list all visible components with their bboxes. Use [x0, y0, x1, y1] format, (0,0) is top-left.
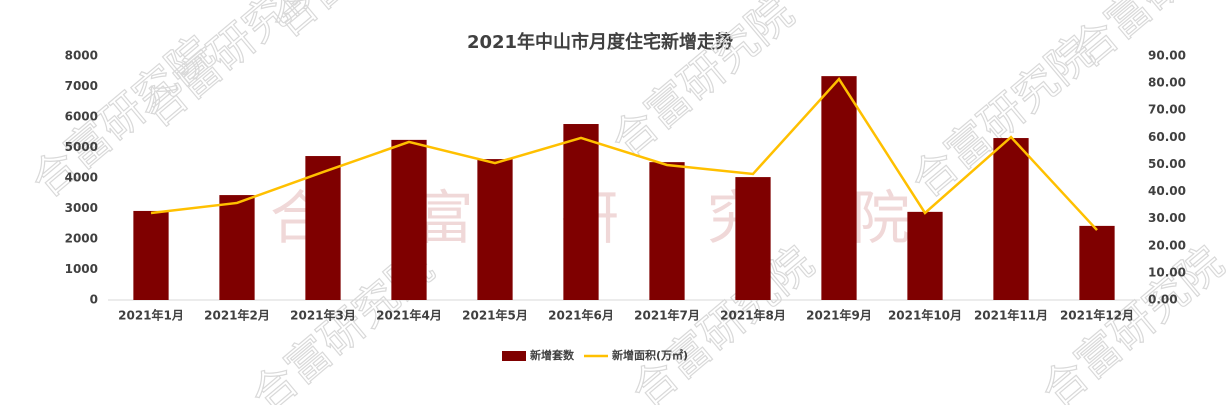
- y2-tick-label: 10.00: [1148, 265, 1186, 279]
- x-tick-label: 2021年9月: [806, 308, 872, 323]
- line: [150, 76, 1098, 231]
- bar: [477, 159, 513, 300]
- x-tick-label: 2021年4月: [376, 308, 442, 323]
- watermark: 合富研究院: [1062, 0, 1230, 78]
- watermark: 合富研究院: [602, 0, 803, 168]
- x-tick-label: 2021年8月: [720, 308, 786, 323]
- y2-tick-label: 40.00: [1148, 184, 1186, 198]
- y-tick-label: 1000: [65, 262, 98, 276]
- y2-tick-label: 50.00: [1148, 157, 1186, 171]
- y-tick-label: 5000: [65, 140, 98, 154]
- bar: [563, 124, 599, 300]
- y-tick-label: 8000: [65, 49, 98, 63]
- y2-tick-label: 30.00: [1148, 211, 1186, 225]
- y-tick-label: 3000: [65, 201, 98, 215]
- y-tick-label: 6000: [65, 110, 98, 124]
- x-tick-label: 2021年3月: [290, 308, 356, 323]
- y2-tick-label: 60.00: [1148, 130, 1186, 144]
- y-tick-label: 2000: [65, 232, 98, 246]
- bar: [907, 211, 943, 300]
- x-tick-label: 2021年5月: [462, 308, 528, 323]
- legend-label: 新增面积(万㎡): [612, 348, 688, 362]
- legend-swatch: [502, 351, 526, 361]
- x-tick-label: 2021年7月: [634, 308, 700, 323]
- y2-tick-label: 90.00: [1148, 49, 1186, 63]
- x-tick-label: 2021年2月: [204, 308, 270, 323]
- bar: [305, 156, 341, 300]
- bar: [391, 139, 427, 300]
- bar: [821, 76, 857, 300]
- x-tick-label: 2021年11月: [974, 308, 1048, 323]
- x-tick-label: 2021年1月: [118, 308, 184, 323]
- bar: [735, 177, 771, 300]
- bar: [993, 138, 1029, 300]
- bar: [219, 195, 255, 300]
- x-tick-label: 2021年10月: [888, 308, 962, 323]
- legend-label: 新增套数: [530, 348, 575, 362]
- x-tick-label: 2021年6月: [548, 308, 614, 323]
- bar: [649, 162, 685, 300]
- y2-tick-label: 0.00: [1148, 293, 1178, 307]
- watermark: 合富研究院: [262, 0, 463, 48]
- y2-tick-label: 70.00: [1148, 103, 1186, 117]
- y-tick-label: 0: [90, 293, 98, 307]
- x-tick-label: 2021年12月: [1060, 308, 1134, 323]
- y2-tick-label: 20.00: [1148, 238, 1186, 252]
- bar: [1079, 225, 1115, 300]
- y-tick-label: 4000: [65, 171, 98, 185]
- y2-tick-label: 80.00: [1148, 76, 1186, 90]
- y-tick-label: 7000: [65, 79, 98, 93]
- chart-title: 2021年中山市月度住宅新增走势: [467, 31, 733, 53]
- bar: [133, 210, 169, 300]
